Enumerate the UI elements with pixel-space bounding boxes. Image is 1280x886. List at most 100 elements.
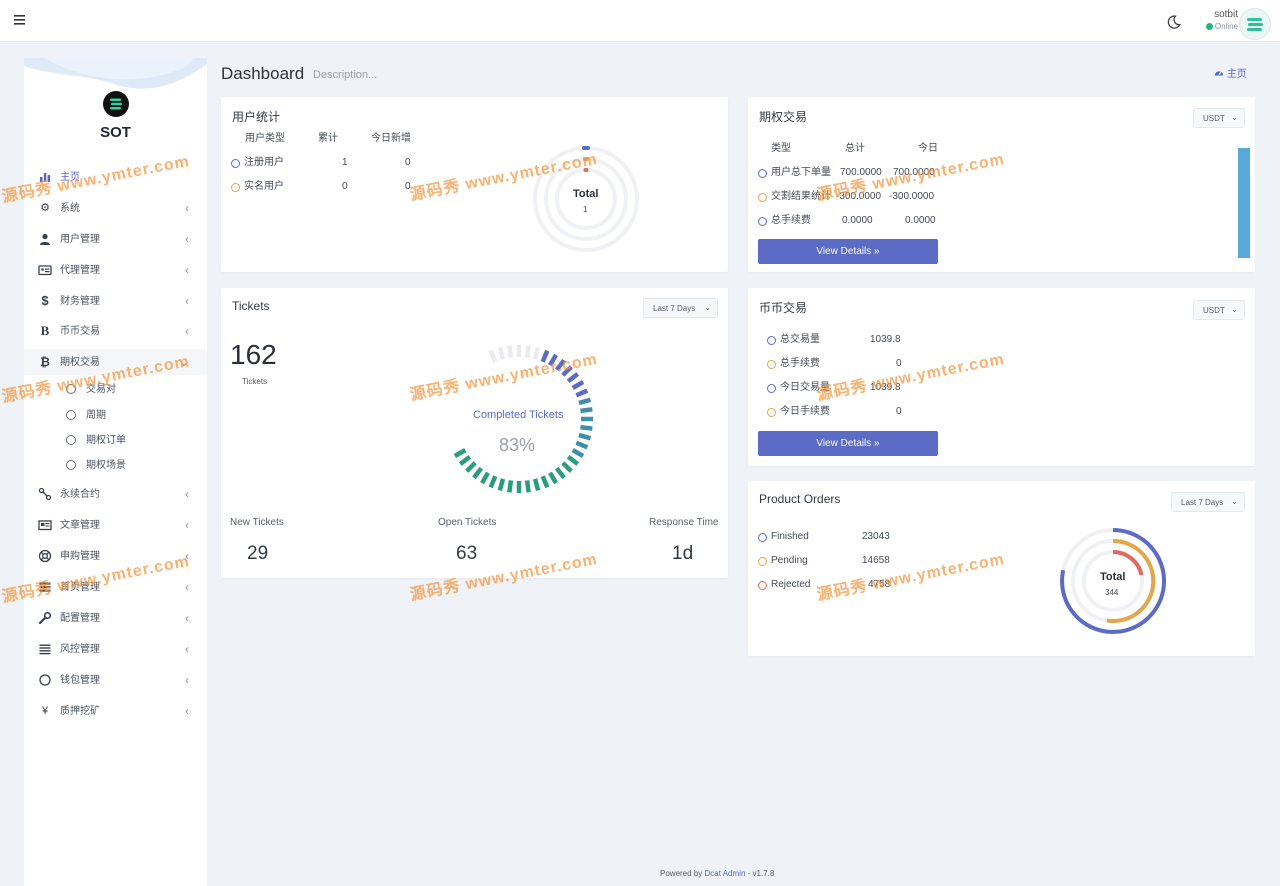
options-view-details-button[interactable]: View Details »	[758, 239, 938, 264]
dark-mode-icon[interactable]	[1166, 14, 1182, 30]
user-tie-icon	[40, 233, 50, 245]
row-label: Rejected	[771, 579, 811, 590]
select-value: Last 7 Days	[1181, 498, 1224, 507]
footer-prefix: Powered by	[660, 869, 703, 878]
chevron-down-icon: ⌄	[704, 303, 711, 312]
donut-label: Total	[1100, 571, 1126, 583]
circle-icon	[66, 384, 76, 394]
sidebar-item-articles[interactable]: 文章管理 ‹	[24, 512, 207, 538]
stat-label: New Tickets	[230, 517, 284, 528]
sidebar-item-system[interactable]: ⚙ 系统 ‹	[24, 195, 207, 221]
donut-value: 344	[1105, 588, 1119, 597]
column-header: 今日	[918, 143, 938, 154]
sidebar-subitem-scenes[interactable]: 期权场景	[24, 454, 207, 476]
sidebar-item-finance[interactable]: $ 财务管理 ‹	[24, 288, 207, 314]
sidebar-item-risk[interactable]: 风控管理 ‹	[24, 636, 207, 662]
row-today: 0	[405, 157, 411, 168]
gauge-segment	[524, 480, 531, 493]
breadcrumb[interactable]: 主页	[1214, 65, 1247, 80]
page-description: Description...	[313, 69, 378, 81]
footer: Powered by Dcat Admin · v1.7.8	[660, 869, 774, 878]
sidebar-item-label: 配置管理	[60, 613, 100, 624]
row-value: 14658	[862, 555, 890, 566]
gauge-segment	[507, 345, 514, 358]
gauge-segment	[540, 475, 550, 489]
column-header: 用户类型	[245, 133, 285, 144]
user-stats-card: 用户统计 用户类型 累计 今日新增 注册用户 1 0 实名用户 0 0 Tota…	[221, 97, 728, 272]
circle-icon	[39, 674, 51, 686]
spot-currency-select[interactable]: USDT ⌄	[1193, 300, 1245, 320]
sidebar-item-homepage[interactable]: 首页管理 ‹	[24, 574, 207, 600]
completed-tickets-gauge	[453, 345, 593, 493]
card-title: Product Orders	[759, 492, 841, 506]
wrench-icon	[38, 611, 52, 625]
chevron-left-icon: ‹	[185, 549, 189, 563]
gauge-segment	[554, 358, 566, 372]
breadcrumb-label[interactable]: 主页	[1226, 69, 1247, 80]
sidebar-subitem-orders[interactable]: 期权订单	[24, 429, 207, 451]
bitcoin-b-icon: B	[40, 323, 50, 338]
stat-label: Response Time	[649, 517, 719, 528]
bitcoin-icon: ₿	[40, 355, 50, 369]
row-today: 0	[405, 181, 411, 192]
sidebar-item-users[interactable]: 用户管理 ‹	[24, 226, 207, 252]
chevron-down-icon: ⌄	[1231, 113, 1238, 122]
chevron-left-icon: ‹	[185, 232, 189, 246]
button-label: View Details	[816, 246, 872, 257]
stat-value: 1d	[672, 543, 694, 564]
row-value: 1039.8	[870, 382, 901, 393]
row-label: 总手续费	[771, 215, 811, 226]
route-icon	[38, 487, 52, 501]
sidebar-item-label: 用户管理	[60, 234, 100, 245]
gauge-segment	[561, 461, 573, 473]
donut-label: Total	[573, 188, 599, 200]
sidebar-item-label: 风控管理	[60, 644, 100, 655]
options-currency-select[interactable]: USDT ⌄	[1193, 108, 1245, 128]
gauge-value: 83%	[499, 435, 536, 455]
row-value: 4758	[868, 579, 891, 590]
stat-value: 29	[247, 543, 269, 564]
row-indicator	[758, 217, 767, 226]
sidebar-item-wallet[interactable]: 钱包管理 ‹	[24, 667, 207, 693]
row-label: 今日手续费	[780, 406, 830, 417]
row-total: -300.0000	[836, 191, 882, 202]
gauge-segment	[575, 388, 589, 398]
sidebar-item-config[interactable]: 配置管理 ‹	[24, 605, 207, 631]
sidebar-item-home[interactable]: 主页	[24, 164, 207, 190]
row-label: Pending	[771, 555, 808, 566]
tickets-range-select[interactable]: Last 7 Days ⌄	[643, 298, 718, 318]
row-indicator	[767, 360, 776, 369]
sidebar-item-label: 申购管理	[60, 551, 100, 562]
row-value: 1039.8	[870, 334, 901, 345]
dollar-icon: $	[41, 293, 49, 308]
avatar[interactable]	[1240, 9, 1270, 39]
online-dot	[1205, 23, 1213, 30]
stat-value: 63	[456, 543, 478, 564]
sidebar-item-options-trading[interactable]: ₿ 期权交易 ⌄	[24, 349, 207, 375]
footer-link[interactable]: Dcat Admin	[704, 869, 746, 878]
chevron-left-icon: ‹	[185, 580, 189, 594]
sidebar-item-staking[interactable]: ¥ 质押挖矿 ‹	[24, 698, 207, 724]
sidebar-item-label: 钱包管理	[60, 675, 100, 686]
orders-range-select[interactable]: Last 7 Days ⌄	[1171, 492, 1245, 512]
sidebar-subitem-periods[interactable]: 周期	[24, 404, 207, 426]
gauge-segment	[580, 407, 593, 414]
row-indicator	[758, 581, 767, 590]
row-total: 1	[342, 157, 348, 168]
sidebar-item-subscription[interactable]: 申购管理 ‹	[24, 543, 207, 569]
spot-view-details-button[interactable]: View Details »	[758, 431, 938, 456]
row-value: 0	[896, 358, 902, 369]
user-status: Online	[1196, 22, 1238, 31]
gauge-segment	[575, 440, 589, 450]
menu-toggle-icon[interactable]	[12, 12, 28, 28]
user-menu[interactable]: sotbit Online	[1196, 9, 1238, 31]
footer-version: v1.7.8	[752, 869, 775, 878]
options-card-scrollbar[interactable]	[1238, 148, 1250, 258]
sidebar-item-spot-trading[interactable]: B 币币交易 ‹	[24, 318, 207, 344]
chevron-left-icon: ‹	[185, 294, 189, 308]
sidebar-item-agents[interactable]: 代理管理 ‹	[24, 257, 207, 283]
sidebar-subitem-pairs[interactable]: 交易对	[24, 378, 207, 400]
sidebar-item-label: 首页管理	[60, 582, 100, 593]
sidebar-item-perpetual[interactable]: 永续合约 ‹	[24, 481, 207, 507]
row-label: 用户总下单量	[771, 167, 831, 178]
